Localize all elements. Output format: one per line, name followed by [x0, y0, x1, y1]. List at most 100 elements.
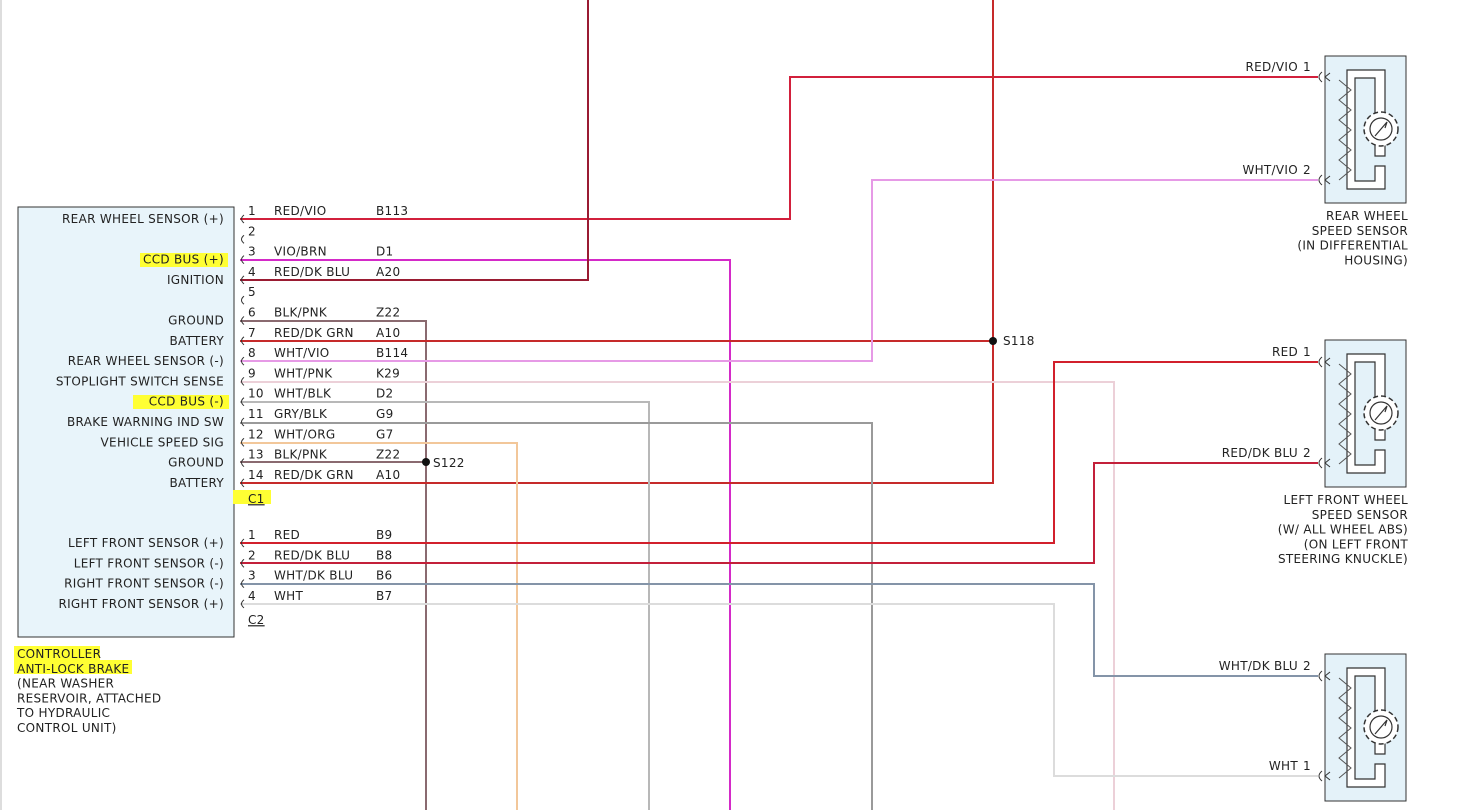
- circuit-id: G9: [376, 407, 394, 421]
- connector-label: C1: [248, 492, 265, 506]
- pin-number: 12: [248, 427, 264, 441]
- wire-color: RED/DK BLU: [274, 265, 350, 279]
- pin-number: 2: [248, 548, 256, 562]
- circuit-id: Z22: [376, 306, 400, 320]
- wire-color: BLK/PNK: [274, 306, 328, 320]
- controller-name: ANTI-LOCK BRAKE: [17, 662, 129, 676]
- sensor-name: HOUSING): [1344, 253, 1408, 267]
- pin-function: BATTERY: [169, 476, 224, 490]
- pin-terminal: [241, 336, 245, 346]
- sensor-name: SPEED SENSOR: [1312, 508, 1408, 522]
- wire-color: WHT/PNK: [274, 366, 333, 380]
- pin-terminal: [241, 214, 245, 224]
- sensor-wire-color: WHT/VIO: [1242, 163, 1298, 177]
- pin-number: 7: [248, 326, 256, 340]
- wire-color: RED: [274, 528, 300, 542]
- sensor-name: LEFT FRONT WHEEL: [1284, 493, 1408, 507]
- sensor-name: REAR WHEEL: [1326, 209, 1408, 223]
- pin-number: 3: [248, 245, 256, 259]
- sensor-pin-number: 1: [1303, 345, 1311, 359]
- pin-number: 5: [248, 285, 256, 299]
- connector-label: C2: [248, 613, 265, 627]
- circuit-id: B8: [376, 548, 392, 562]
- pin-function: REAR WHEEL SENSOR (+): [62, 212, 224, 226]
- wire-color: RED/DK GRN: [274, 326, 354, 340]
- pin-function: REAR WHEEL SENSOR (-): [68, 354, 224, 368]
- pin-function: CCD BUS (-): [149, 395, 224, 409]
- pin-function: GROUND: [168, 314, 224, 328]
- pin-terminal: [241, 579, 245, 588]
- wire-color: GRY/BLK: [274, 407, 328, 421]
- pin-terminal: [241, 255, 245, 264]
- splice-dot: [989, 337, 997, 345]
- wire-color: WHT/VIO: [274, 346, 330, 360]
- wire-color: WHT/BLK: [274, 387, 332, 401]
- pin-terminal: [241, 599, 245, 609]
- sensor-name: STEERING KNUCKLE): [1278, 552, 1408, 566]
- pin-number: 4: [248, 589, 256, 603]
- circuit-id: A20: [376, 265, 400, 279]
- sensor-wire-color: WHT: [1269, 759, 1298, 773]
- pin-terminal: [241, 397, 245, 407]
- sensor-terminal: [1318, 356, 1331, 368]
- pin-function: BATTERY: [169, 334, 224, 348]
- pin-terminal: [241, 417, 245, 427]
- pin-terminal: [241, 295, 245, 305]
- circuit-id: G7: [376, 427, 394, 441]
- pin-number: 14: [248, 468, 264, 482]
- controller-name: CONTROLLER: [17, 647, 101, 661]
- wire-color: VIO/BRN: [274, 245, 327, 259]
- sensor-name: (ON LEFT FRONT: [1304, 537, 1409, 551]
- pin-terminal: [241, 458, 245, 467]
- splice-label: S118: [1003, 334, 1035, 348]
- pin-terminal: [241, 437, 245, 447]
- wire-color: RED/DK GRN: [274, 468, 354, 482]
- circuit-id: B6: [376, 569, 392, 583]
- pin-terminal: [241, 356, 245, 366]
- pin-function: RIGHT FRONT SENSOR (+): [58, 597, 224, 611]
- sensor-symbol: [1324, 55, 1407, 204]
- pin-terminal: [241, 478, 245, 488]
- sensor-terminal: [1318, 770, 1331, 782]
- pin-function: LEFT FRONT SENSOR (+): [68, 536, 224, 550]
- wire-color: RED/VIO: [274, 204, 327, 218]
- sensor-wire-color: WHT/DK BLU: [1219, 659, 1298, 673]
- circuit-id: B7: [376, 589, 392, 603]
- pin-terminal: [241, 316, 245, 325]
- sensor-wire-color: RED: [1272, 345, 1298, 359]
- pin-terminal: [241, 234, 245, 244]
- wire-color: BLK/PNK: [274, 448, 328, 462]
- sensor-wire-color: RED/VIO: [1246, 60, 1299, 74]
- pin-function: CCD BUS (+): [143, 253, 224, 267]
- wires: [240, 0, 1318, 810]
- wire-color: RED/DK BLU: [274, 548, 350, 562]
- controller-name: TO HYDRAULIC: [16, 706, 110, 720]
- circuit-id: D1: [376, 245, 393, 259]
- controller-pins: 1 REAR WHEEL SENSOR (+) RED/VIO B113 2 3 CCD B…: [16, 204, 408, 735]
- pin-number: 9: [248, 366, 256, 380]
- circuit-id: B114: [376, 346, 408, 360]
- pin-function: VEHICLE SPEED SIG: [101, 435, 224, 449]
- sensor-terminal: [1318, 670, 1331, 682]
- pin-number: 10: [248, 387, 264, 401]
- sensor-symbol: [1324, 339, 1407, 488]
- sensor-name: SPEED SENSOR: [1312, 224, 1408, 238]
- circuit-id: Z22: [376, 448, 400, 462]
- sensor-terminal: [1318, 71, 1331, 83]
- highlights: [14, 253, 271, 674]
- circuit-id: B113: [376, 204, 408, 218]
- wire-color: WHT/ORG: [274, 427, 335, 441]
- pin-number: 11: [248, 407, 264, 421]
- sensor-pin-number: 1: [1303, 759, 1311, 773]
- sensor-pin-number: 2: [1303, 659, 1311, 673]
- pin-number: 8: [248, 346, 256, 360]
- controller-box: [17, 206, 235, 638]
- controller-name: CONTROL UNIT): [17, 721, 117, 735]
- pin-number: 13: [248, 448, 264, 462]
- pin-function: LEFT FRONT SENSOR (-): [74, 556, 224, 570]
- controller-name: RESERVOIR, ATTACHED: [17, 691, 161, 705]
- pin-number: 1: [248, 204, 256, 218]
- splice-label: S122: [433, 456, 465, 470]
